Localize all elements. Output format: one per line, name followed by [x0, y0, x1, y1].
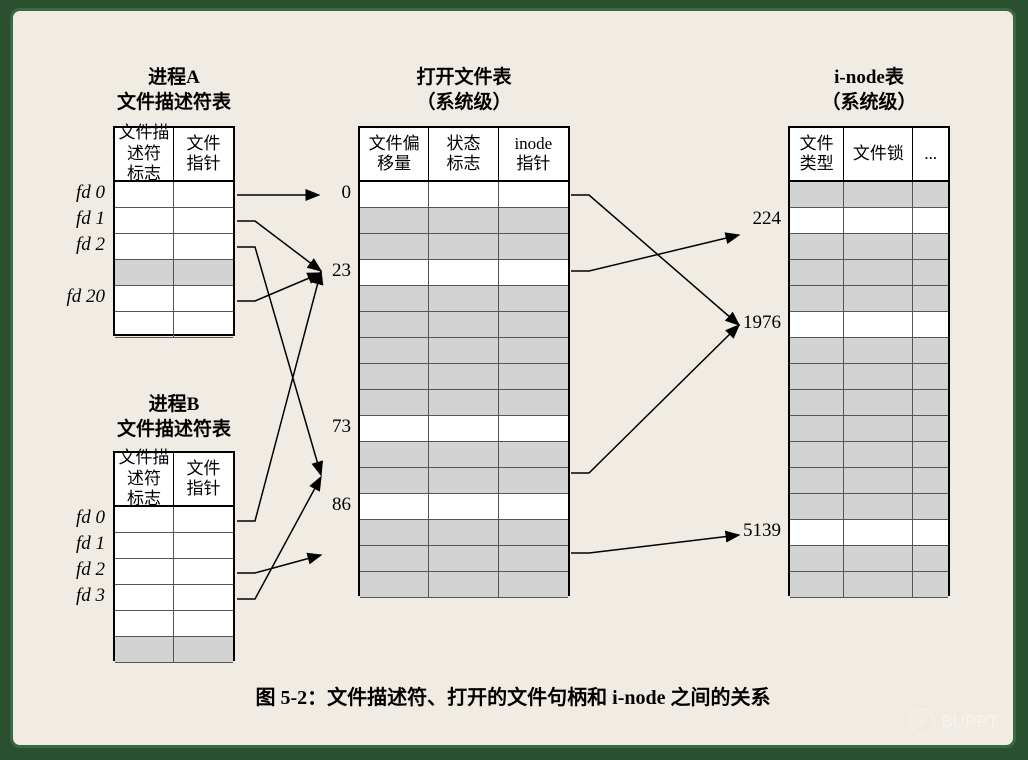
- table-row: [115, 234, 233, 260]
- column-header: inode指针: [499, 128, 568, 180]
- wechat-icon: ✧: [909, 709, 935, 735]
- column-header: ...: [913, 128, 948, 180]
- table-row: [790, 390, 948, 416]
- table-row: [360, 208, 568, 234]
- fd-label: fd 20: [53, 286, 105, 308]
- table-row: [360, 494, 568, 520]
- table-row: [790, 546, 948, 572]
- table-row: [790, 572, 948, 598]
- table-row: [790, 442, 948, 468]
- process-b-table: 文件描述符标志文件指针: [113, 451, 235, 661]
- table-row: [790, 182, 948, 208]
- table-row: [115, 312, 233, 338]
- row-index-label: 73: [303, 416, 351, 438]
- inode-table: 文件类型文件锁...: [788, 126, 950, 596]
- fd-label: fd 3: [53, 585, 105, 607]
- pointer-arrow: [571, 535, 739, 553]
- pointer-arrow: [571, 325, 739, 473]
- table-row: [360, 364, 568, 390]
- fd-label: fd 2: [53, 559, 105, 581]
- table-row: [790, 338, 948, 364]
- process-b-title: 进程B 文件描述符表: [113, 393, 235, 442]
- table-row: [115, 507, 233, 533]
- table-row: [360, 338, 568, 364]
- process-a-table: 文件描述符标志文件指针: [113, 126, 235, 336]
- row-index-label: 0: [303, 182, 351, 204]
- row-index-label: 86: [303, 494, 351, 516]
- table-row: [360, 442, 568, 468]
- pointer-arrow: [237, 271, 321, 521]
- table-row: [115, 182, 233, 208]
- process-a-title: 进程A 文件描述符表: [113, 66, 235, 115]
- table-row: [790, 520, 948, 546]
- table-row: [790, 286, 948, 312]
- table-row: [115, 637, 233, 663]
- table-row: [790, 416, 948, 442]
- column-header: 文件偏移量: [360, 128, 429, 180]
- fd-label: fd 0: [53, 507, 105, 529]
- table-row: [790, 260, 948, 286]
- pointer-arrow: [571, 195, 739, 325]
- table-row: [115, 611, 233, 637]
- table-row: [115, 533, 233, 559]
- table-row: [360, 572, 568, 598]
- column-header: 文件锁: [844, 128, 913, 180]
- pointer-arrow: [237, 555, 321, 573]
- table-row: [115, 208, 233, 234]
- fd-label: fd 1: [53, 208, 105, 230]
- column-header: 文件描述符标志: [115, 453, 174, 505]
- table-row: [790, 494, 948, 520]
- row-index-label: 5139: [733, 520, 781, 542]
- table-row: [790, 208, 948, 234]
- table-row: [360, 546, 568, 572]
- table-row: [360, 260, 568, 286]
- table-row: [115, 559, 233, 585]
- diagram-content: 进程A 文件描述符表 文件描述符标志文件指针 进程B 文件描述符表 文件描述符标…: [13, 11, 1013, 745]
- table-row: [790, 234, 948, 260]
- row-index-label: 1976: [733, 312, 781, 334]
- table-row: [360, 390, 568, 416]
- watermark: ✧ BUPPT: [909, 709, 998, 735]
- row-index-label: 23: [303, 260, 351, 282]
- table-row: [790, 364, 948, 390]
- table-row: [115, 260, 233, 286]
- open-file-table-title: 打开文件表 （系统级）: [358, 66, 570, 115]
- column-header: 状态标志: [429, 128, 498, 180]
- figure-caption: 图 5-2：文件描述符、打开的文件句柄和 i-node 之间的关系: [13, 681, 1013, 710]
- fd-label: fd 1: [53, 533, 105, 555]
- column-header: 文件描述符标志: [115, 128, 174, 180]
- fd-label: fd 2: [53, 234, 105, 256]
- table-row: [790, 468, 948, 494]
- table-row: [360, 520, 568, 546]
- column-header: 文件指针: [174, 453, 233, 505]
- inode-table-title: i-node表 （系统级）: [788, 66, 950, 115]
- table-row: [115, 286, 233, 312]
- table-row: [360, 234, 568, 260]
- table-row: [115, 585, 233, 611]
- table-row: [360, 182, 568, 208]
- table-row: [360, 286, 568, 312]
- pointer-arrow: [571, 235, 739, 271]
- row-index-label: 224: [733, 208, 781, 230]
- table-row: [360, 468, 568, 494]
- table-row: [360, 416, 568, 442]
- column-header: 文件类型: [790, 128, 844, 180]
- table-row: [360, 312, 568, 338]
- fd-label: fd 0: [53, 182, 105, 204]
- table-row: [790, 312, 948, 338]
- column-header: 文件指针: [174, 128, 233, 180]
- open-file-table: 文件偏移量状态标志inode指针: [358, 126, 570, 596]
